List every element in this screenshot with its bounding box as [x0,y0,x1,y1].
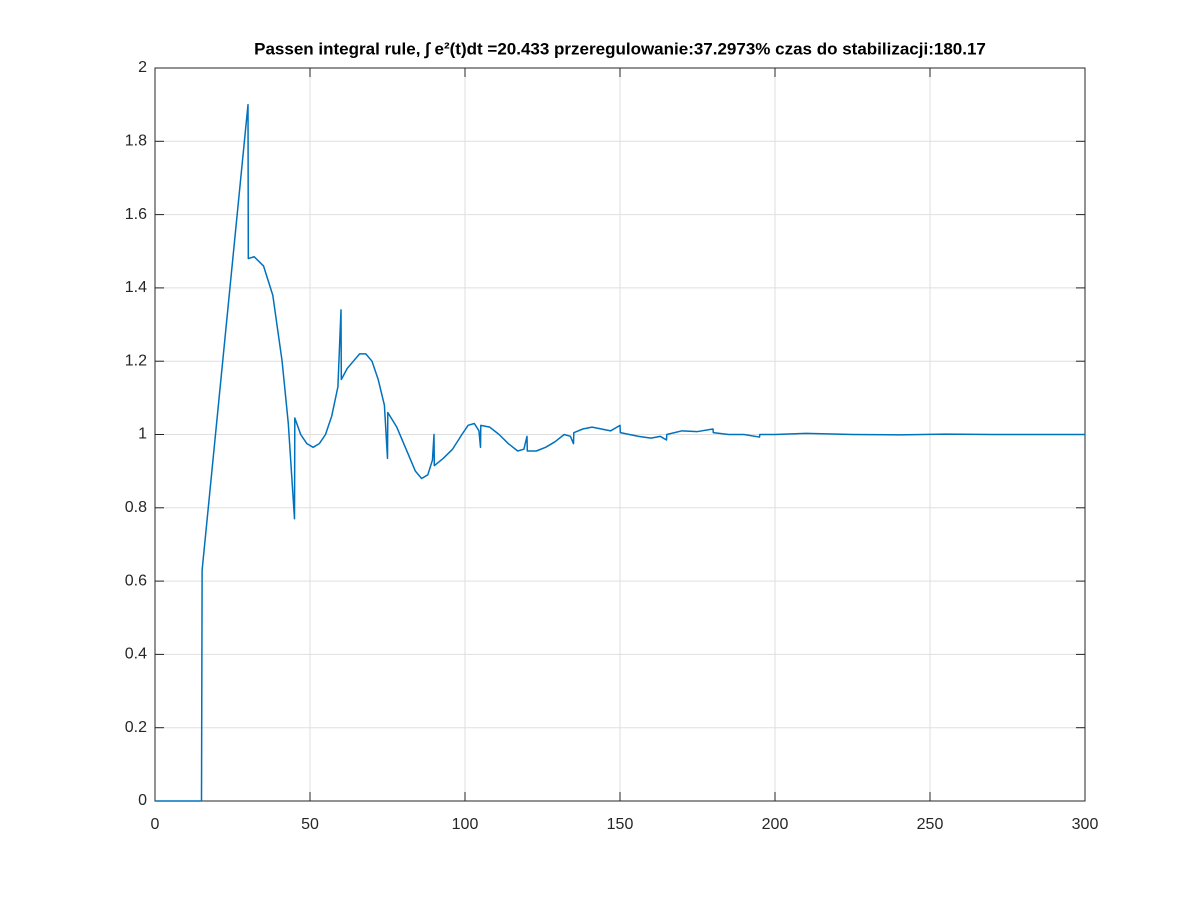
y-tick-label: 0 [138,792,147,809]
y-tick-label: 0.6 [125,572,147,589]
y-tick-label: 1.8 [125,133,147,150]
x-tick-label: 100 [452,816,479,833]
x-tick-label: 150 [607,816,634,833]
x-tick-label: 250 [917,816,944,833]
x-tick-label: 200 [762,816,789,833]
y-tick-label: 0.4 [125,646,147,663]
chart-title: Passen integral rule, ∫ e²(t)dt =20.433 … [254,39,986,58]
y-tick-label: 1.4 [125,279,147,296]
x-tick-label: 50 [301,816,319,833]
y-tick-label: 1 [138,426,147,443]
x-tick-label: 0 [151,816,160,833]
y-tick-label: 1.6 [125,206,147,223]
data-line [155,103,1085,802]
x-tick-label: 300 [1072,816,1099,833]
y-tick-label: 1.2 [125,352,147,369]
y-tick-label: 2 [138,59,147,76]
y-tick-label: 0.8 [125,499,147,516]
y-tick-label: 0.2 [125,719,147,736]
